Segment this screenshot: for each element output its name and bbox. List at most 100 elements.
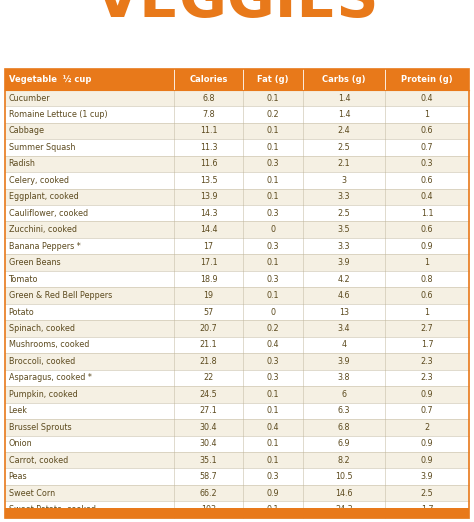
Text: 6: 6 (342, 390, 346, 399)
Text: Broccoli, cooked: Broccoli, cooked (9, 357, 75, 366)
Text: 13: 13 (339, 307, 349, 316)
Text: 0: 0 (271, 307, 276, 316)
Bar (5, 254, 469, 271)
Text: 21.8: 21.8 (200, 357, 218, 366)
Text: 3.9: 3.9 (338, 357, 350, 366)
Bar (5, 321, 469, 337)
Text: 3.3: 3.3 (338, 242, 350, 251)
Text: 1.7: 1.7 (421, 505, 433, 514)
Text: 0.3: 0.3 (267, 159, 280, 169)
Text: Protein (g): Protein (g) (401, 75, 453, 84)
Text: 0.3: 0.3 (267, 209, 280, 218)
Text: 0.1: 0.1 (267, 176, 280, 185)
Bar (5, 501, 469, 518)
Bar (5, 337, 469, 353)
Text: 0.9: 0.9 (421, 439, 433, 448)
Bar (5, 69, 469, 90)
Text: 2.5: 2.5 (337, 143, 350, 152)
Text: 0.7: 0.7 (421, 143, 433, 152)
Text: Radish: Radish (9, 159, 36, 169)
Bar (5, 402, 469, 419)
Text: 0.1: 0.1 (267, 258, 280, 267)
Bar (5, 370, 469, 386)
Text: 0.4: 0.4 (267, 340, 280, 349)
Bar (5, 205, 469, 221)
Bar (5, 304, 469, 321)
Text: 6.3: 6.3 (338, 406, 350, 416)
Text: 4.6: 4.6 (338, 291, 350, 300)
Text: Green Beans: Green Beans (9, 258, 60, 267)
Bar (5, 452, 469, 468)
Text: 103: 103 (201, 505, 216, 514)
Text: 0: 0 (271, 225, 276, 234)
Text: 4.2: 4.2 (338, 275, 350, 283)
Text: Eggplant, cooked: Eggplant, cooked (9, 192, 78, 201)
Text: 14.3: 14.3 (200, 209, 218, 218)
Text: 30.4: 30.4 (200, 439, 218, 448)
Text: 19: 19 (204, 291, 214, 300)
Text: 2.3: 2.3 (421, 373, 433, 383)
Text: 1.7: 1.7 (421, 340, 433, 349)
Text: 0.4: 0.4 (267, 423, 280, 432)
Text: 0.1: 0.1 (267, 192, 280, 201)
Text: 0.3: 0.3 (267, 373, 280, 383)
Bar (5, 271, 469, 287)
Text: 11.1: 11.1 (200, 126, 218, 135)
Text: 17: 17 (204, 242, 214, 251)
Text: Romaine Lettuce (1 cup): Romaine Lettuce (1 cup) (9, 110, 107, 119)
Text: Onion: Onion (9, 439, 32, 448)
Text: 0.6: 0.6 (421, 291, 433, 300)
Text: 0.1: 0.1 (267, 406, 280, 416)
Text: 0.6: 0.6 (421, 126, 433, 135)
Text: 1.1: 1.1 (421, 209, 433, 218)
Text: Cauliflower, cooked: Cauliflower, cooked (9, 209, 88, 218)
Text: 8.2: 8.2 (338, 456, 350, 465)
Text: 21.1: 21.1 (200, 340, 218, 349)
Text: 13.5: 13.5 (200, 176, 218, 185)
Text: 20.7: 20.7 (200, 324, 218, 333)
Text: Peas: Peas (9, 472, 27, 481)
Text: Cabbage: Cabbage (9, 126, 45, 135)
Text: Asparagus, cooked *: Asparagus, cooked * (9, 373, 91, 383)
Text: 0.1: 0.1 (267, 291, 280, 300)
Text: 1.4: 1.4 (338, 93, 350, 102)
Text: 0.1: 0.1 (267, 439, 280, 448)
Text: 0.1: 0.1 (267, 505, 280, 514)
Text: Banana Peppers *: Banana Peppers * (9, 242, 80, 251)
Bar (5, 386, 469, 402)
Text: 35.1: 35.1 (200, 456, 218, 465)
Text: Fat (g): Fat (g) (257, 75, 289, 84)
Text: Sweet Corn: Sweet Corn (9, 489, 55, 497)
Bar (5, 90, 469, 106)
Text: 0.2: 0.2 (267, 110, 280, 119)
Text: 0.1: 0.1 (267, 126, 280, 135)
Text: 1: 1 (425, 307, 429, 316)
Text: 2.5: 2.5 (337, 209, 350, 218)
Text: 0.6: 0.6 (421, 176, 433, 185)
Text: 1: 1 (425, 258, 429, 267)
Text: 27.1: 27.1 (200, 406, 218, 416)
Text: 2: 2 (424, 423, 429, 432)
Text: 0.2: 0.2 (267, 324, 280, 333)
Text: 3.8: 3.8 (338, 373, 350, 383)
Text: 0.1: 0.1 (267, 93, 280, 102)
Text: 0.1: 0.1 (267, 143, 280, 152)
Text: 24.5: 24.5 (200, 390, 218, 399)
Text: 4: 4 (342, 340, 346, 349)
Text: 2.7: 2.7 (420, 324, 433, 333)
Text: Tomato: Tomato (9, 275, 38, 283)
Text: 0.1: 0.1 (267, 456, 280, 465)
Bar (5, 69, 469, 518)
Text: 0.9: 0.9 (421, 390, 433, 399)
Text: 0.9: 0.9 (267, 489, 280, 497)
Text: 3.4: 3.4 (338, 324, 350, 333)
Text: 2.4: 2.4 (338, 126, 350, 135)
Text: 2.1: 2.1 (338, 159, 350, 169)
Text: 6.8: 6.8 (202, 93, 215, 102)
Bar (5, 221, 469, 238)
Text: 0.4: 0.4 (421, 192, 433, 201)
Text: Leek: Leek (9, 406, 27, 416)
Text: Carbs (g): Carbs (g) (322, 75, 366, 84)
Text: 0.3: 0.3 (267, 357, 280, 366)
Bar (5, 508, 469, 518)
